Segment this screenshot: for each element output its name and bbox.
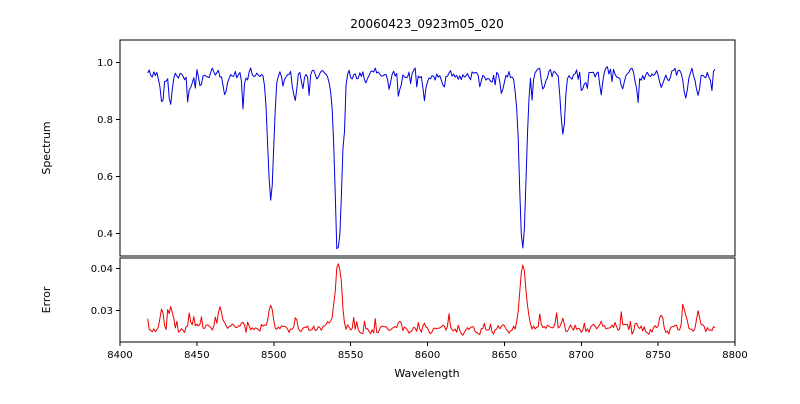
x-tick-label: 8750 [645,350,670,361]
y-tick-label: 1.0 [97,58,113,69]
y-tick-label: 0.4 [97,229,113,240]
spectrum-line [147,66,716,250]
x-tick-label: 8500 [261,350,286,361]
x-tick-label: 8400 [107,350,132,361]
y-tick-label: 0.03 [91,306,113,317]
x-tick-label: 8600 [415,350,440,361]
y-tick-label: 0.6 [97,172,113,183]
x-tick-label: 8450 [184,350,209,361]
y-tick-label: 0.04 [91,264,113,275]
y-tick-label: 0.8 [97,115,113,126]
x-tick-label: 8700 [569,350,594,361]
x-tick-label: 8550 [338,350,363,361]
spectrum-panel-frame [119,39,736,257]
x-tick-label: 8800 [722,350,747,361]
chart-title: 20060423_0923m05_020 [350,17,503,31]
x-tick-label: 8650 [492,350,517,361]
y-axis-label-error: Error [40,286,53,313]
x-axis-label: Wavelength [394,367,459,380]
y-axis-label-spectrum: Spectrum [40,121,53,174]
error-line [147,263,716,336]
